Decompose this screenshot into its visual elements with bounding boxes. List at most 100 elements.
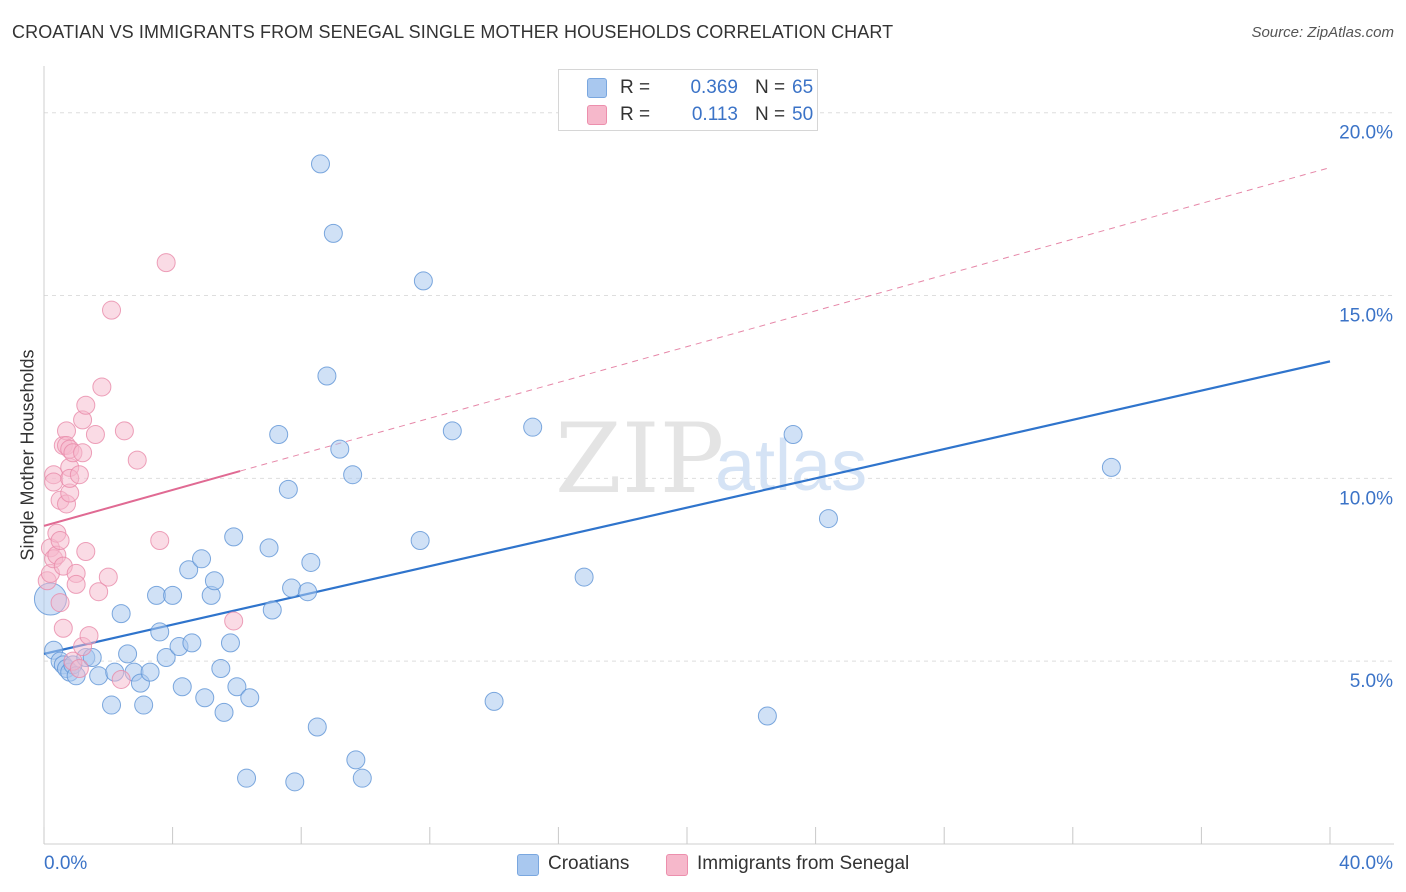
croatians-point <box>150 622 170 642</box>
croatians-point <box>102 695 122 715</box>
croatians-point <box>282 578 302 598</box>
croatians-point <box>323 223 343 243</box>
croatians-point <box>134 695 154 715</box>
croatians-point <box>111 604 131 624</box>
senegal-point <box>150 531 170 551</box>
croatians-point <box>442 421 462 441</box>
croatians-point <box>343 465 363 485</box>
croatians-point <box>574 567 594 587</box>
croatians-point <box>89 666 109 686</box>
croatians-trend-line <box>43 360 1331 655</box>
senegal-point <box>79 626 99 646</box>
bottom-swatch-blue <box>517 854 539 876</box>
croatians-points <box>33 154 1121 792</box>
legend-n-value: 65 <box>792 77 814 98</box>
source-label: Source: ZipAtlas.com <box>1251 24 1394 41</box>
senegal-point <box>102 300 122 320</box>
y-tick-label: 15.0% <box>1339 306 1393 327</box>
legend-n-label: N = <box>755 77 786 98</box>
legend-r-value: 0.113 <box>691 104 738 125</box>
bottom-legend-label: Croatians <box>548 853 630 874</box>
croatians-point <box>172 677 192 697</box>
croatians-point <box>227 677 247 697</box>
croatians-point <box>140 662 160 682</box>
legend-r-value: 0.369 <box>690 77 738 98</box>
croatians-point <box>262 600 282 620</box>
croatians-point <box>211 658 231 678</box>
croatians-point <box>147 585 167 605</box>
senegal-point <box>127 450 147 470</box>
senegal-point <box>89 582 109 602</box>
croatians-point <box>301 552 321 572</box>
croatians-point <box>269 424 289 444</box>
croatians-point <box>163 585 183 605</box>
y-tick-label: 20.0% <box>1339 123 1393 144</box>
croatians-point <box>220 633 240 653</box>
legend-n-value: 50 <box>792 104 814 125</box>
senegal-point <box>50 531 70 551</box>
croatians-point <box>346 750 366 770</box>
croatians-point <box>237 768 257 788</box>
croatians-point <box>1101 457 1121 477</box>
senegal-point <box>85 424 105 444</box>
senegal-points <box>37 253 244 689</box>
x-tick-label: 0.0% <box>44 853 87 874</box>
senegal-point <box>114 421 134 441</box>
croatians-point <box>156 648 176 668</box>
y-tick-label: 10.0% <box>1339 488 1393 509</box>
croatians-point <box>298 582 318 602</box>
croatians-point <box>285 772 305 792</box>
x-tick-label: 40.0% <box>1339 853 1393 874</box>
croatians-point <box>182 633 202 653</box>
chart-title: CROATIAN VS IMMIGRANTS FROM SENEGAL SING… <box>12 22 894 42</box>
croatians-point <box>224 527 244 547</box>
croatians-point <box>523 417 543 437</box>
senegal-point <box>66 574 86 594</box>
legend-r-label: R = <box>620 77 651 98</box>
gridlines <box>44 112 1394 662</box>
legend-swatch-blue <box>587 78 607 98</box>
senegal-point <box>73 443 93 463</box>
legend-n-label: N = <box>755 104 786 125</box>
senegal-point <box>156 253 176 273</box>
croatians-point <box>307 717 327 737</box>
bottom-swatch-pink <box>666 854 688 876</box>
senegal-point <box>76 395 96 415</box>
legend-swatch-pink <box>587 105 607 125</box>
watermark-zip: ZIP <box>555 403 724 515</box>
bottom-legend-label: Immigrants from Senegal <box>697 853 910 874</box>
croatians-point <box>818 509 838 529</box>
watermark: ZIP atlas <box>555 403 867 515</box>
croatians-point <box>484 691 504 711</box>
senegal-point <box>92 377 112 397</box>
senegal-point <box>111 669 131 689</box>
croatians-point <box>317 366 337 386</box>
croatians-point <box>413 271 433 291</box>
croatians-point <box>192 549 212 569</box>
croatians-point <box>118 644 138 664</box>
croatians-point <box>259 538 279 558</box>
croatians-point <box>278 479 298 499</box>
tick-labels: 5.0% 10.0% 15.0% 20.0% 0.0% 40.0% <box>44 123 1393 874</box>
croatians-point <box>352 768 372 788</box>
correlation-legend: R = 0.369 N = 65 R = 0.113 N = 50 <box>558 69 818 131</box>
croatians-point <box>240 688 260 708</box>
croatians-point <box>310 154 330 174</box>
senegal-point <box>76 541 96 561</box>
y-tick-label: 5.0% <box>1350 671 1393 692</box>
croatians-point <box>757 706 777 726</box>
senegal-trend-extension <box>239 167 1331 472</box>
croatians-point <box>204 571 224 591</box>
senegal-point <box>69 465 89 485</box>
senegal-point <box>44 472 64 492</box>
croatians-point <box>410 531 430 551</box>
legend-r-label: R = <box>620 104 651 125</box>
croatians-point <box>783 424 803 444</box>
senegal-point <box>53 618 73 638</box>
trend-lines <box>43 167 1331 655</box>
croatians-point <box>195 688 215 708</box>
croatians-point <box>330 439 350 459</box>
croatians-point <box>179 560 199 580</box>
axes <box>43 66 1394 845</box>
